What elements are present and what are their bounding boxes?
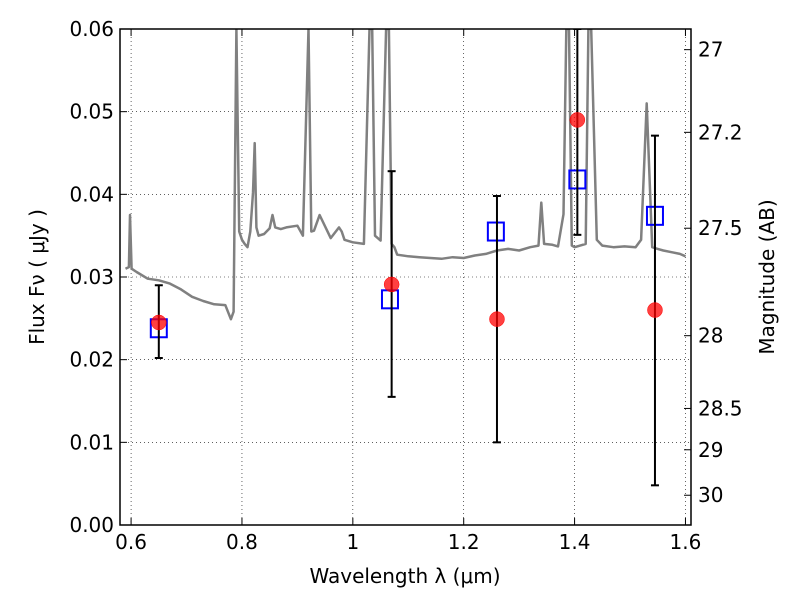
- model-photometry-square: [380, 289, 399, 310]
- y-tick-label: 0.02: [69, 348, 114, 372]
- y-axis-label: Flux Fν ( μJy ): [25, 209, 49, 345]
- x-tick-label: 1: [346, 530, 359, 554]
- model-photometry-square: [486, 221, 505, 242]
- y-tick-label: 0.01: [69, 430, 114, 454]
- y2-tick-label: 27.2: [698, 120, 743, 144]
- x-tick-label: 1.2: [448, 530, 480, 554]
- y2-tick-label: 28.5: [698, 396, 743, 420]
- y-tick-label: 0.05: [69, 100, 114, 124]
- model-spectrum-line: [124, 29, 686, 321]
- x-tick-label: 1.6: [670, 530, 702, 554]
- y-tick-label: 0.04: [69, 182, 114, 206]
- observed-photometry-point: [647, 302, 663, 318]
- grid: [120, 29, 691, 525]
- y-tick-label: 0.00: [69, 513, 114, 537]
- y2-tick-label: 28: [698, 324, 723, 348]
- plot-frame: [119, 28, 692, 526]
- observed-photometry-point: [151, 314, 167, 331]
- y2-axis-label: Magnitude (AB): [755, 199, 779, 354]
- y-axis: 0.00 0.01 0.02 0.03 0.04 0.05 0.06: [69, 17, 127, 537]
- y2-tick-label: 29: [698, 438, 723, 462]
- y2-tick-label: 30: [698, 483, 723, 507]
- x-tick-label: 1.4: [559, 530, 591, 554]
- x-axis-label: Wavelength λ (μm): [309, 564, 500, 588]
- y2-tick-label: 27: [698, 38, 723, 62]
- y-tick-label: 0.06: [69, 17, 114, 41]
- observed-photometry-point: [383, 276, 400, 293]
- y2-axis: 27 27.2 27.5 28 28.5 29 30: [684, 38, 743, 507]
- plot-content: [124, 29, 686, 487]
- x-axis: 0.6 0.8 1 1.2 1.4 1.6: [115, 29, 701, 554]
- y2-tick-label: 27.5: [698, 216, 743, 240]
- observed-photometry-point: [489, 311, 505, 327]
- observed-photometry-point: [569, 112, 586, 128]
- y-tick-label: 0.03: [69, 265, 114, 289]
- x-tick-label: 0.8: [226, 530, 258, 554]
- x-tick-label: 0.6: [115, 530, 147, 554]
